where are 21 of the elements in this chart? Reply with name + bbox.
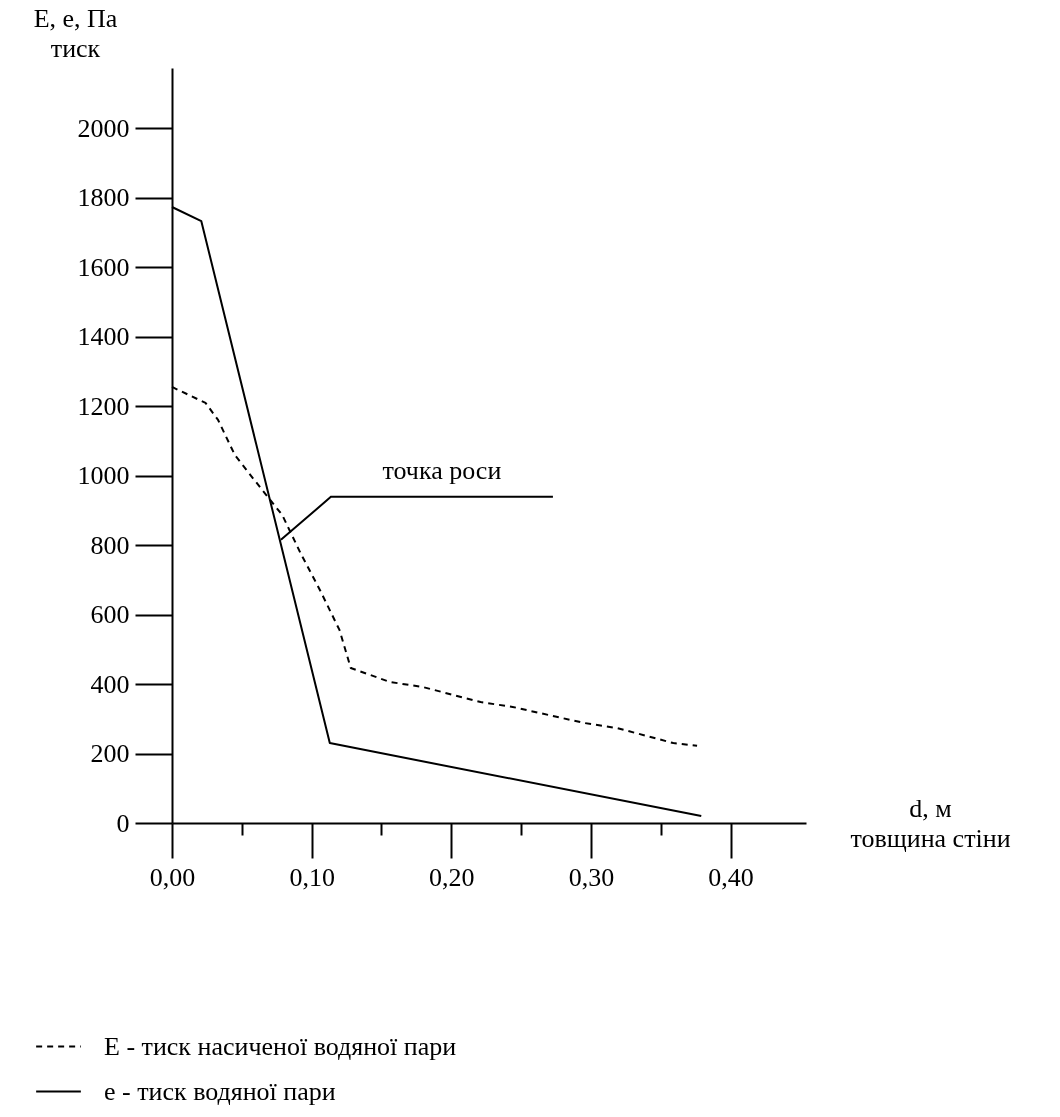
y-tick-label: 1000 — [77, 461, 130, 491]
y-tick-label: 2000 — [77, 113, 130, 143]
y-tick-label: 600 — [90, 600, 130, 630]
x-tick-label: 0,40 — [708, 862, 754, 892]
x-tick-label: 0,30 — [568, 862, 615, 892]
annotation: точка роси — [382, 455, 502, 485]
y-tick-label: 400 — [90, 669, 130, 699]
y-tick-label: 1200 — [77, 391, 130, 421]
y-tick-label: 1800 — [77, 183, 130, 213]
x-tick-label: 0,10 — [289, 862, 335, 892]
x-tick-label: 0,00 — [149, 862, 196, 892]
y-tick-label: 800 — [90, 530, 130, 560]
legend-label: E - тиск насиченої водяної пари — [104, 1031, 457, 1061]
x-tick-label: 0,20 — [429, 862, 475, 892]
y-tick-label: 200 — [90, 739, 130, 769]
legend-label: e - тиск водяної пари — [104, 1076, 336, 1106]
y-tick-label: 0 — [116, 808, 130, 838]
y-tick-label: 1600 — [77, 252, 130, 282]
y-tick-label: 1400 — [77, 322, 130, 352]
x-axis-title: d, м товщина стіни — [850, 793, 1011, 853]
y-axis-title: E, e, Па тиск — [33, 3, 118, 63]
